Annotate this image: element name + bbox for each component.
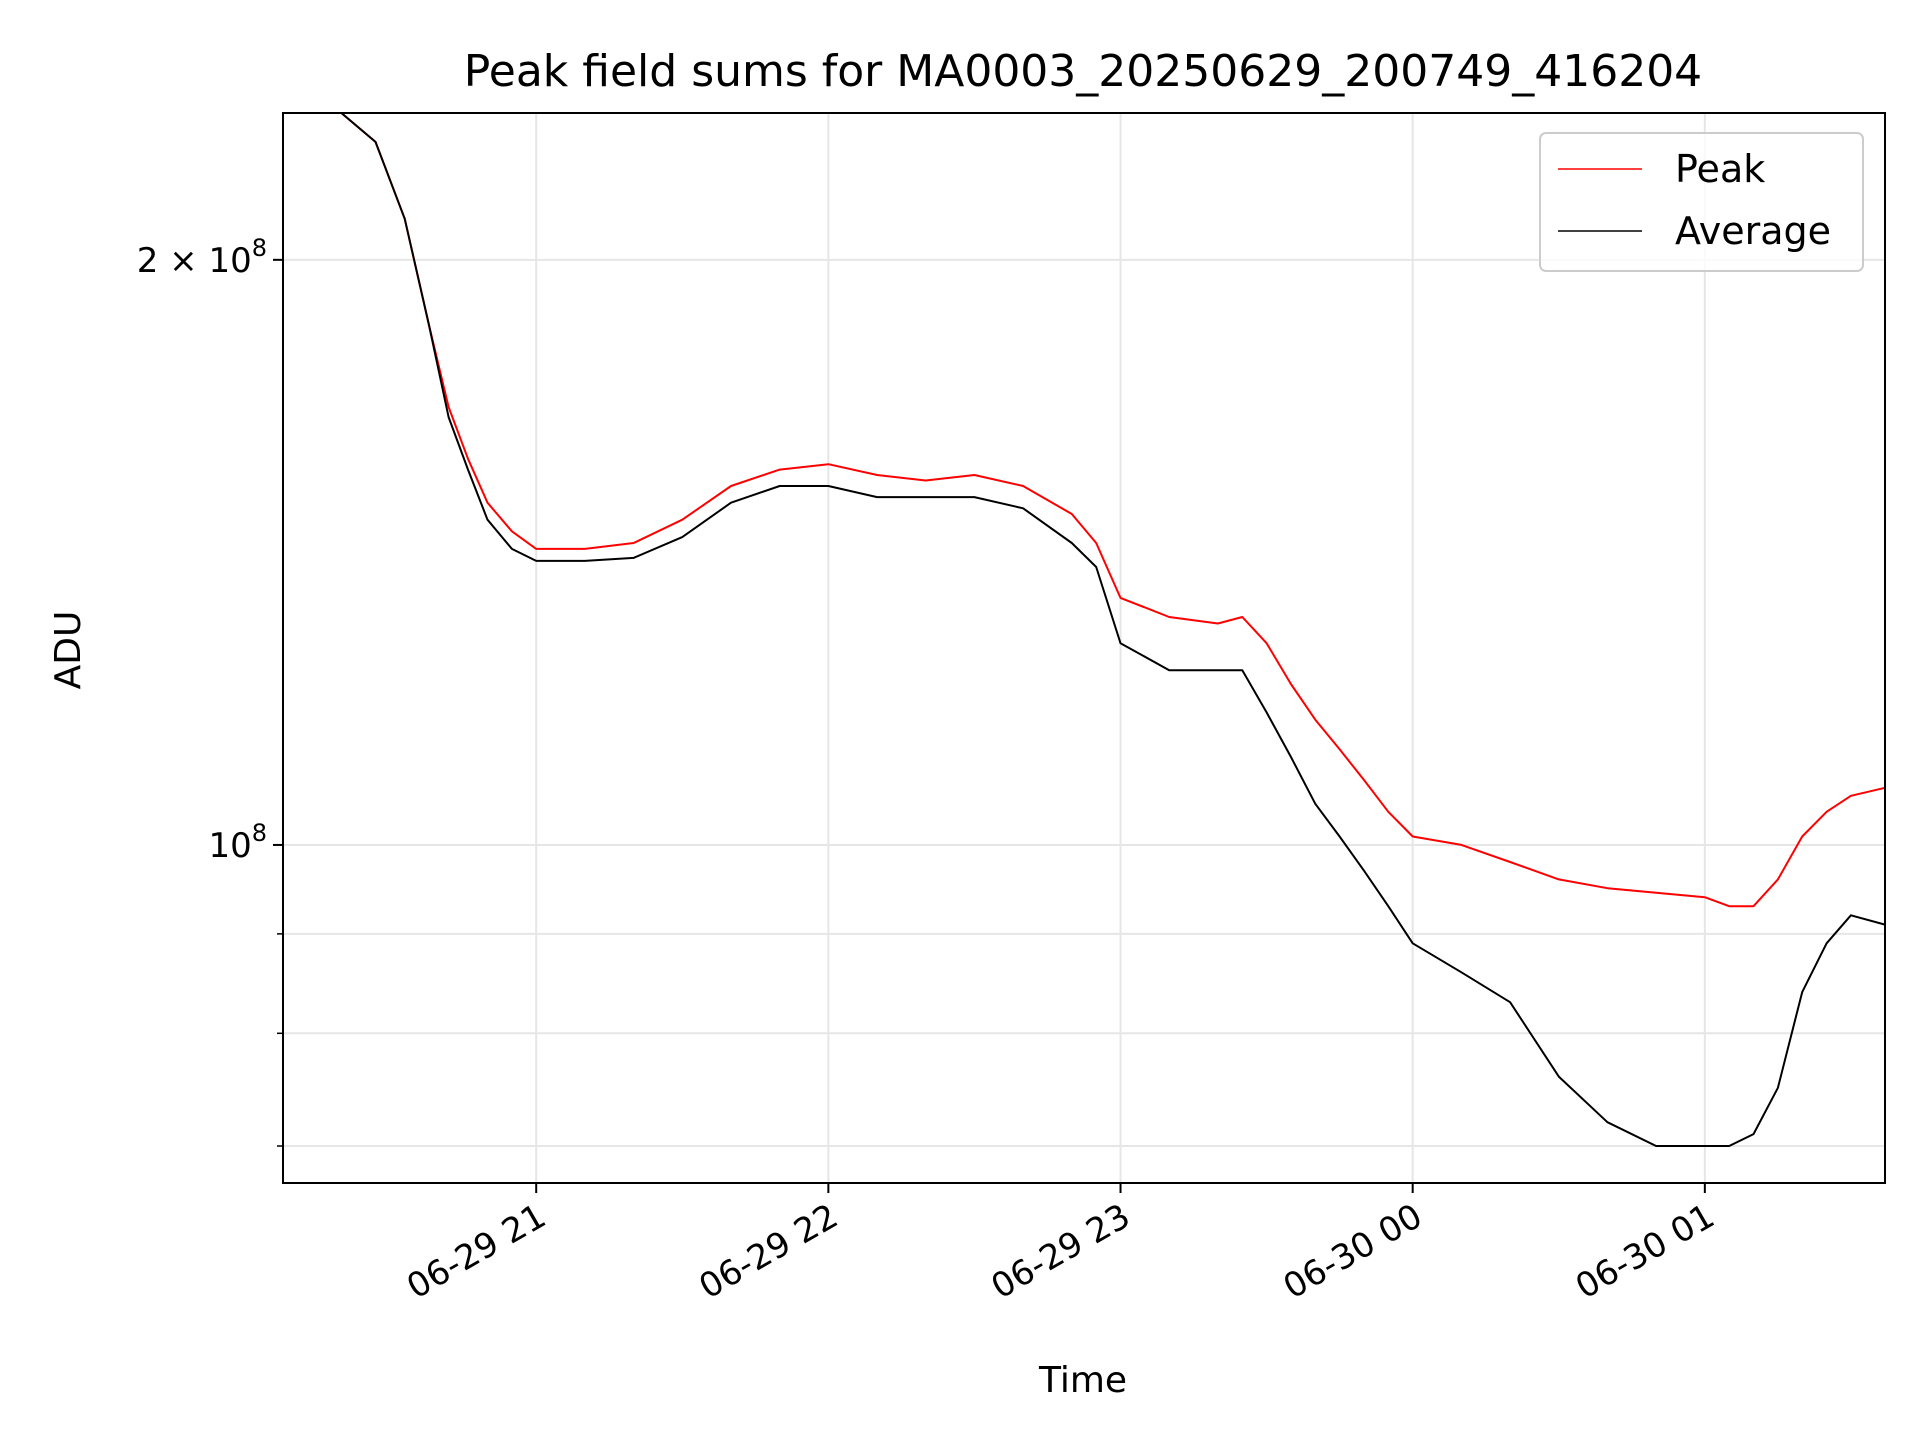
plot-frame [282, 112, 1886, 1184]
y-tick-label: 2 × 108 [137, 234, 267, 281]
chart-title: Peak field sums for MA0003_20250629_2007… [464, 46, 1702, 97]
legend: Peak Average [1539, 132, 1864, 272]
legend-box [1539, 132, 1864, 272]
series-line-peak [283, 112, 1886, 908]
y-axis-label: ADU [48, 611, 89, 690]
series-line-average [283, 112, 1886, 1147]
legend-label-peak: Peak [1675, 147, 1765, 191]
x-axis-label: Time [1038, 1360, 1127, 1401]
y-tick-label: 108 [208, 819, 267, 866]
series-lines [283, 112, 1886, 1147]
legend-label-average: Average [1675, 209, 1831, 253]
